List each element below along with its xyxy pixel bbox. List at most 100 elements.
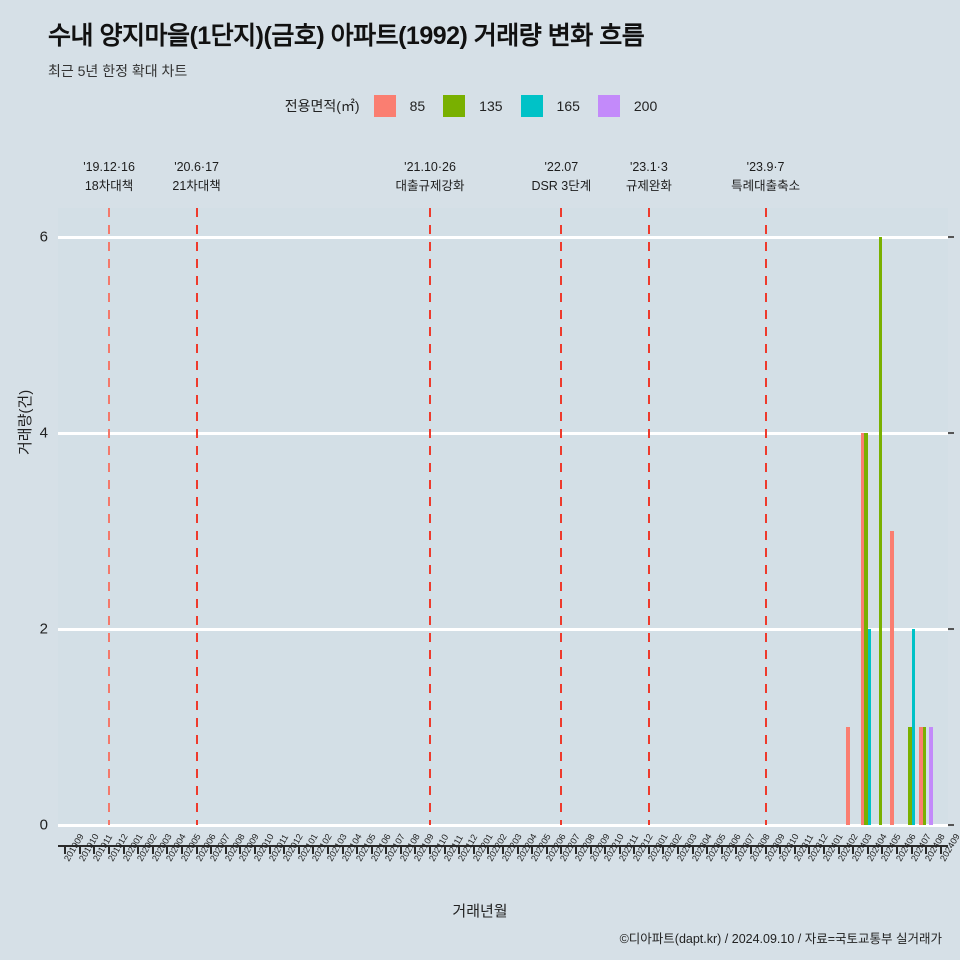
x-tick-202208	[574, 845, 577, 854]
event-date-202006: '20.6·17	[174, 160, 219, 174]
x-tick-202107	[385, 845, 388, 854]
event-date-202301: '23.1·3	[629, 160, 668, 174]
x-tick-202005	[181, 845, 184, 854]
x-tick-201911	[93, 845, 96, 854]
plot-area: 0 2 4 6	[40, 208, 954, 834]
legend-swatch-135	[443, 95, 466, 117]
event-line-202309	[764, 208, 767, 825]
x-tick-202205	[531, 845, 534, 854]
x-tick-202408	[925, 845, 928, 854]
event-line-202110	[429, 208, 432, 825]
x-tick-202202	[487, 845, 490, 854]
x-tick-202303	[677, 845, 680, 854]
x-tick-202307	[735, 845, 738, 854]
x-tick-202302	[662, 845, 665, 854]
x-tick-202110	[429, 845, 432, 854]
x-tick-202204	[516, 845, 519, 854]
x-tick-202104	[341, 845, 344, 854]
plot-background	[58, 208, 948, 825]
x-tick-202010	[253, 845, 256, 854]
legend-label-135: 135	[479, 98, 503, 114]
x-tick-202405	[881, 845, 884, 854]
bar-202407-165[interactable]	[911, 629, 915, 825]
bar-202405-135[interactable]	[878, 237, 883, 825]
x-tick-202402	[837, 845, 840, 854]
y-axis-title: 거래량(건)	[17, 389, 34, 455]
x-tick-202108	[399, 845, 402, 854]
x-tick-201909	[64, 845, 67, 854]
chart-subtitle: 최근 5년 한정 확대 차트	[48, 63, 188, 79]
gridline-y-4	[58, 431, 948, 435]
bar-202407-135[interactable]	[908, 727, 912, 825]
x-tick-202210	[604, 845, 607, 854]
gridline-y-0	[58, 823, 948, 827]
legend-item-135[interactable]: 135	[443, 95, 503, 117]
page-title: 수내 양지마을(1단지)(금호) 아파트(1992) 거래량 변화 흐름	[48, 22, 645, 50]
x-tick-202102	[312, 845, 315, 854]
bar-202408-135[interactable]	[922, 727, 927, 825]
x-tick-202004	[166, 845, 169, 854]
x-tick-202407	[910, 845, 913, 854]
x-tick-202109	[414, 845, 417, 854]
event-line-202301	[647, 208, 650, 825]
event-label-202006: '20.6·17 21차대책	[172, 158, 220, 197]
x-tick-202105	[356, 845, 359, 854]
gridline-y-2	[58, 627, 948, 631]
x-tick-202401	[822, 845, 825, 854]
legend-label-165: 165	[556, 98, 580, 114]
x-tick-202006	[195, 845, 198, 854]
y-tick-label-6: 6	[39, 228, 48, 246]
event-line-202006	[195, 208, 198, 825]
event-name-201912: 18차대책	[84, 179, 134, 194]
x-tick-202310	[779, 845, 782, 854]
x-tick-202209	[589, 845, 592, 854]
gridline-y-6	[58, 235, 948, 239]
x-tick-202212	[633, 845, 636, 854]
x-tick-202002	[137, 845, 140, 854]
y-tick-mark-0	[948, 824, 954, 826]
x-tick-202406	[895, 845, 898, 854]
legend-swatch-200	[597, 95, 620, 117]
x-tick-202206	[545, 845, 548, 854]
event-date-201912: '19.12·16	[83, 160, 135, 174]
event-date-202207: '22.07	[544, 160, 579, 174]
y-tick-label-4: 4	[39, 424, 48, 442]
legend-item-165[interactable]: 165	[520, 95, 580, 117]
bar-202408-200[interactable]	[929, 727, 933, 825]
y-tick-label-2: 2	[39, 620, 48, 638]
x-tick-202011	[268, 845, 271, 854]
event-name-202309: 특례대출축소	[731, 179, 801, 194]
event-name-202301: 규제완화	[625, 179, 672, 194]
legend-label-85: 85	[409, 98, 426, 114]
bar-202404-165[interactable]	[867, 629, 872, 825]
x-tick-202309	[764, 845, 767, 854]
x-tick-202312	[808, 845, 811, 854]
bar-202404-85[interactable]	[861, 433, 865, 825]
x-axis-title: 거래년월	[452, 903, 508, 920]
bar-202408-85[interactable]	[919, 727, 923, 825]
x-tick-202007	[210, 845, 213, 854]
x-tick-202106	[370, 845, 373, 854]
bar-202403-85[interactable]	[846, 727, 850, 825]
x-tick-202101	[297, 845, 300, 854]
x-tick-202305	[706, 845, 709, 854]
legend-item-85[interactable]: 85	[373, 95, 426, 117]
event-line-202207	[560, 208, 563, 825]
event-label-201912: '19.12·16 18차대책	[83, 158, 135, 197]
bar-202404-135[interactable]	[864, 433, 868, 825]
x-tick-202203	[502, 845, 504, 854]
x-tick-202009	[239, 845, 242, 854]
event-name-202110: 대출규제강화	[395, 179, 465, 194]
x-tick-202111	[443, 845, 446, 854]
event-label-202110: '21.10·26 대출규제강화	[396, 158, 465, 197]
x-tick-202103	[326, 845, 329, 854]
x-tick-202201	[472, 845, 475, 854]
legend-item-200[interactable]: 200	[597, 95, 657, 117]
x-tick-202308	[750, 845, 753, 854]
x-tick-201912	[108, 845, 111, 854]
x-tick-202001	[122, 845, 125, 854]
event-name-202006: 21차대책	[172, 179, 221, 194]
bar-202406-85[interactable]	[890, 531, 894, 825]
x-tick-202404	[866, 845, 869, 854]
event-label-202207: '22.07 DSR 3단계	[531, 158, 591, 197]
